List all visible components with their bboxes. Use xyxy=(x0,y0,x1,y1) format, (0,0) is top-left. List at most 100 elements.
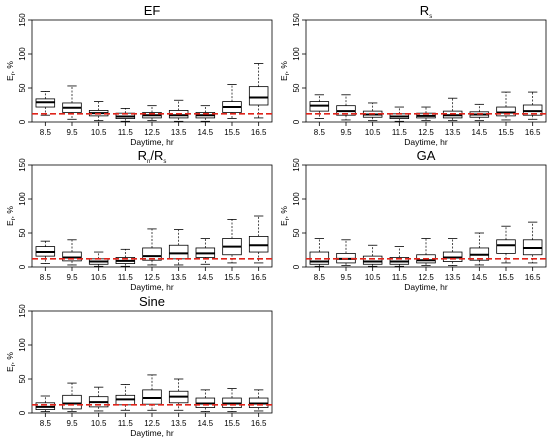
y-tick-label: 0 xyxy=(18,264,27,269)
x-tick-label: 12.5 xyxy=(144,128,160,137)
box-16.5 xyxy=(248,63,269,119)
box-9.5 xyxy=(62,85,82,120)
box-11.5 xyxy=(115,108,136,122)
iqr-box xyxy=(496,106,516,117)
x-tick-label: 14.5 xyxy=(198,273,214,282)
x-tick-label: 14.5 xyxy=(198,128,214,137)
iqr-box xyxy=(496,239,516,254)
box-14.5 xyxy=(469,103,490,122)
box-13.5 xyxy=(168,99,189,122)
panel-title: Rn/Rs xyxy=(138,148,167,165)
x-tick-label: 15.5 xyxy=(498,128,514,137)
y-tick-label: 50 xyxy=(18,374,27,383)
box-9.5 xyxy=(62,239,82,266)
y-tick-label: 50 xyxy=(18,228,27,237)
box-10.5 xyxy=(88,101,109,122)
x-tick-label: 8.5 xyxy=(40,273,52,282)
box-16.5 xyxy=(522,221,543,264)
x-axis-label: Daytime, hr xyxy=(404,137,448,147)
x-tick-label: 14.5 xyxy=(472,273,488,282)
box-15.5 xyxy=(222,218,242,264)
box-9.5 xyxy=(336,239,356,267)
y-tick-label: 100 xyxy=(292,47,301,61)
y-tick-label: 100 xyxy=(292,192,301,206)
x-tick-label: 8.5 xyxy=(314,273,326,282)
y-tick-label: 150 xyxy=(292,158,301,172)
x-tick-label: 15.5 xyxy=(224,128,240,137)
x-tick-label: 16.5 xyxy=(251,419,267,428)
box-13.5 xyxy=(442,238,463,267)
box-12.5 xyxy=(416,238,436,267)
x-tick-label: 12.5 xyxy=(418,273,434,282)
x-tick-label: 13.5 xyxy=(171,419,187,428)
x-tick-label: 8.5 xyxy=(314,128,326,137)
y-tick-label: 0 xyxy=(292,119,301,124)
y-tick-label: 50 xyxy=(292,228,301,237)
x-tick-label: 11.5 xyxy=(118,419,134,428)
x-tick-label: 10.5 xyxy=(365,128,381,137)
box-9.5 xyxy=(336,94,356,121)
panel-title: EF xyxy=(144,3,161,18)
panel-rn-rs: Rn/Rs 0 50 100 150 Er, % 8.5 9.5 10.5 11.5 12.5 13.… xyxy=(5,148,273,292)
x-tick-label: 16.5 xyxy=(525,128,541,137)
box-10.5 xyxy=(88,386,109,412)
iqr-box xyxy=(248,235,269,253)
x-tick-label: 11.5 xyxy=(118,128,134,137)
box-15.5 xyxy=(496,91,516,121)
box-12.5 xyxy=(142,228,162,266)
panel-ga: GA 0 50 100 150 Er, % 8.5 9.5 10.5 11.5 12.5 13.5 14… xyxy=(279,148,547,292)
x-tick-label: 12.5 xyxy=(418,128,434,137)
box-16.5 xyxy=(248,389,269,412)
x-tick-label: 13.5 xyxy=(171,128,187,137)
box-10.5 xyxy=(362,244,383,267)
box-15.5 xyxy=(222,388,242,413)
x-tick-label: 11.5 xyxy=(392,273,408,282)
box-14.5 xyxy=(195,238,216,265)
x-tick-label: 14.5 xyxy=(198,419,214,428)
x-tick-label: 15.5 xyxy=(224,419,240,428)
panel-sine: Sine 0 50 100 150 Er, % 8.5 9.5 10.5 11.5 12.5 13.5… xyxy=(5,294,273,438)
y-tick-label: 50 xyxy=(18,83,27,92)
x-tick-label: 9.5 xyxy=(340,273,352,282)
iqr-box xyxy=(248,86,269,106)
x-tick-label: 10.5 xyxy=(365,273,381,282)
x-tick-label: 11.5 xyxy=(118,273,134,282)
y-tick-label: 100 xyxy=(18,192,27,206)
x-axis-label: Daytime, hr xyxy=(130,428,174,438)
x-tick-label: 16.5 xyxy=(251,273,267,282)
x-tick-label: 15.5 xyxy=(224,273,240,282)
iqr-box xyxy=(142,389,162,405)
y-axis-label: Er, % xyxy=(5,206,17,226)
y-axis-label: Er, % xyxy=(5,61,17,81)
iqr-box xyxy=(62,251,82,262)
y-tick-label: 0 xyxy=(18,119,27,124)
x-tick-label: 8.5 xyxy=(40,419,52,428)
box-11.5 xyxy=(115,248,136,267)
panel-title: Rs xyxy=(420,3,432,20)
x-axis-label: Daytime, hr xyxy=(130,137,174,147)
x-tick-label: 10.5 xyxy=(91,273,107,282)
panel-rs: Rs 0 50 100 150 Er, % 8.5 9.5 10.5 11.5 12.5 13.5 14… xyxy=(279,3,547,147)
y-axis-label: Er, % xyxy=(5,352,17,372)
x-tick-label: 9.5 xyxy=(66,419,78,428)
panel-title: GA xyxy=(417,148,436,163)
x-tick-label: 11.5 xyxy=(392,128,408,137)
y-axis-label: Er, % xyxy=(279,61,291,81)
y-tick-label: 100 xyxy=(18,47,27,61)
x-tick-label: 13.5 xyxy=(445,273,461,282)
x-tick-label: 15.5 xyxy=(498,273,514,282)
panel-title: Sine xyxy=(139,294,165,309)
x-tick-label: 13.5 xyxy=(171,273,187,282)
box-13.5 xyxy=(168,229,189,266)
box-16.5 xyxy=(522,91,543,120)
x-tick-label: 13.5 xyxy=(445,128,461,137)
x-tick-label: 8.5 xyxy=(40,128,52,137)
box-8.5 xyxy=(35,240,56,265)
x-tick-label: 9.5 xyxy=(66,273,78,282)
iqr-box xyxy=(168,244,189,260)
y-tick-label: 150 xyxy=(18,158,27,172)
y-tick-label: 150 xyxy=(18,304,27,318)
y-tick-label: 150 xyxy=(292,13,301,27)
box-15.5 xyxy=(496,225,516,264)
x-tick-label: 10.5 xyxy=(91,128,107,137)
